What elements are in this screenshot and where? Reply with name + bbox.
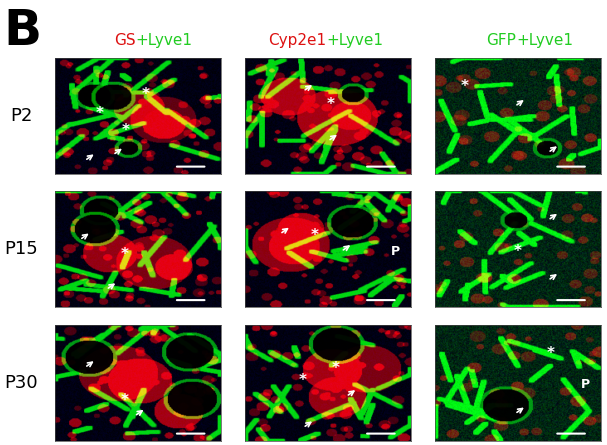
Text: P2: P2	[10, 107, 32, 125]
Text: B: B	[3, 7, 41, 55]
Text: P: P	[391, 245, 400, 258]
Text: Cyp2e1+Lyve1: Cyp2e1+Lyve1	[270, 32, 385, 48]
Text: GS: GS	[114, 32, 136, 48]
Text: *: *	[95, 106, 103, 121]
Text: *: *	[332, 361, 340, 376]
Text: *: *	[120, 247, 128, 263]
Text: *: *	[122, 123, 130, 138]
Text: *: *	[299, 373, 307, 388]
Text: +Lyve1: +Lyve1	[136, 32, 193, 48]
Text: P30: P30	[4, 374, 38, 392]
Text: P15: P15	[4, 240, 38, 258]
Text: *: *	[120, 392, 128, 408]
Text: GFP: GFP	[486, 32, 516, 48]
Text: GFP+Lyve1: GFP+Lyve1	[475, 32, 561, 48]
Text: *: *	[547, 346, 555, 361]
Text: Cyp2e1: Cyp2e1	[268, 32, 326, 48]
Text: +Lyve1: +Lyve1	[516, 32, 573, 48]
Text: P: P	[581, 379, 590, 392]
Text: GS+Lyve1: GS+Lyve1	[98, 32, 177, 48]
Text: *: *	[514, 244, 522, 259]
Text: *: *	[142, 87, 150, 102]
Text: *: *	[311, 228, 319, 243]
Text: +Lyve1: +Lyve1	[326, 32, 383, 48]
Text: *: *	[461, 79, 469, 94]
Text: *: *	[327, 97, 335, 112]
